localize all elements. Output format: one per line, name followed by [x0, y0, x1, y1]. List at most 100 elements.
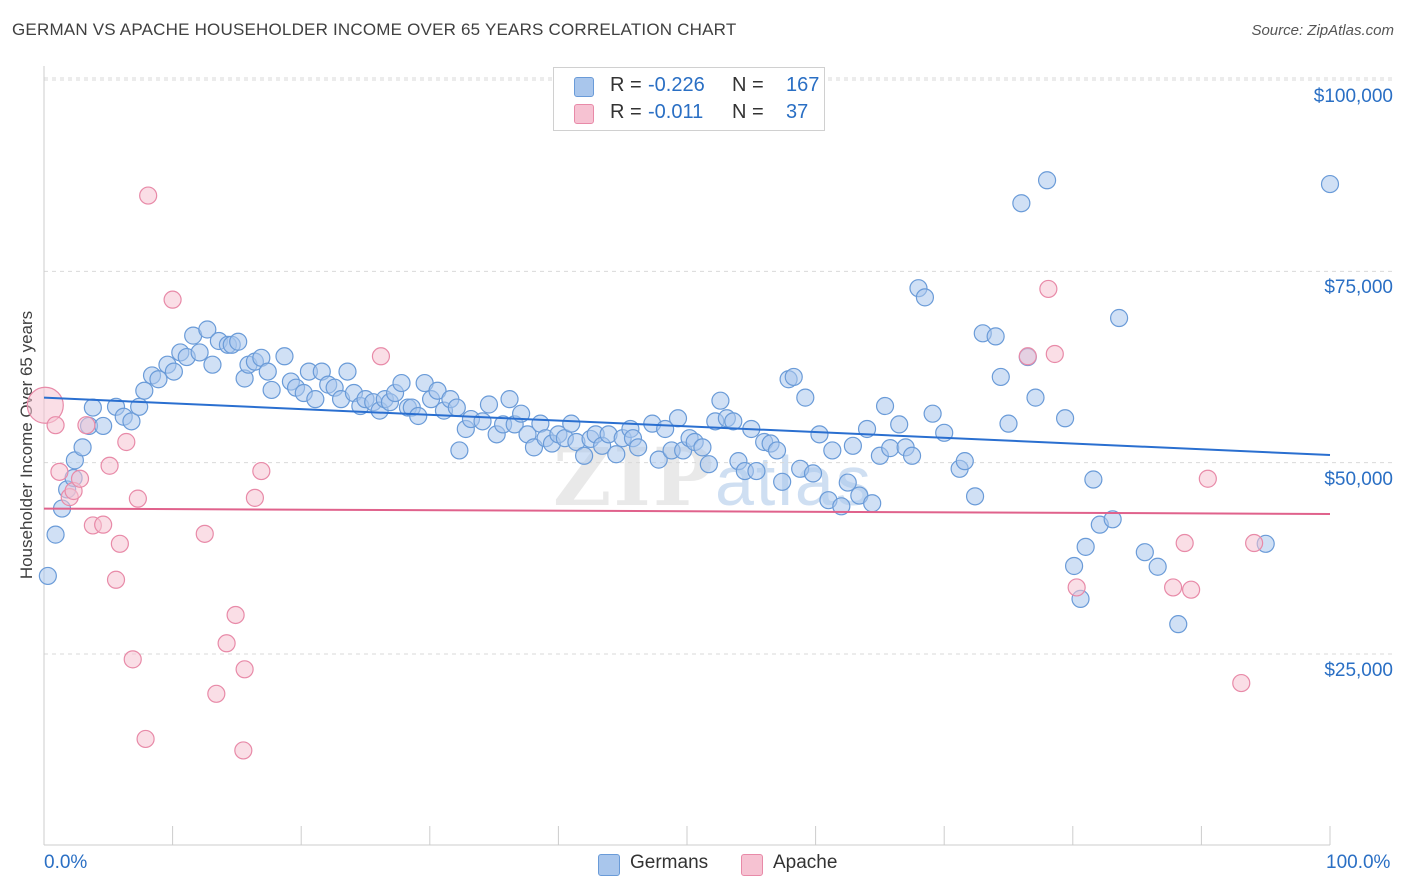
- apache-swatch: [741, 854, 763, 876]
- german-point: [902, 446, 922, 465]
- apache-point: [1045, 344, 1064, 364]
- german-point: [1109, 308, 1129, 328]
- apache-point: [70, 469, 90, 488]
- apache-point: [1232, 673, 1251, 693]
- german-point: [229, 332, 248, 351]
- german-point: [955, 452, 974, 471]
- german-point: [1055, 409, 1075, 428]
- german-point: [1103, 510, 1122, 529]
- apache-point: [136, 729, 155, 749]
- german-point: [1135, 543, 1154, 562]
- apache-point: [123, 650, 142, 669]
- german-point: [711, 391, 730, 410]
- german-point: [122, 412, 141, 431]
- apache-point: [117, 432, 136, 452]
- apache-point: [26, 386, 64, 424]
- german-point: [991, 367, 1010, 387]
- german-point: [198, 320, 217, 339]
- germans-trend-line: [43, 396, 1331, 457]
- german-point: [164, 362, 183, 381]
- german-point: [629, 438, 648, 457]
- german-point: [796, 388, 815, 407]
- german-point: [832, 497, 851, 516]
- german-point: [699, 455, 718, 474]
- german-point: [562, 414, 581, 433]
- apache-point: [77, 416, 96, 435]
- german-point: [668, 409, 688, 428]
- german-point: [838, 473, 857, 492]
- r-value: -0.011: [648, 101, 704, 123]
- german-point: [1320, 174, 1340, 194]
- german-point: [428, 381, 447, 400]
- apache-point: [100, 456, 119, 475]
- apache-point: [94, 515, 113, 534]
- german-point: [190, 343, 209, 362]
- german-point: [1169, 615, 1188, 634]
- german-point: [1026, 388, 1045, 407]
- apache-point: [106, 570, 126, 589]
- german-point: [773, 472, 792, 491]
- german-point: [338, 362, 357, 381]
- n-label: N =: [732, 74, 764, 96]
- y-tick-label: $50,000: [1324, 468, 1393, 490]
- german-point: [724, 412, 743, 431]
- german-point: [473, 412, 492, 431]
- german-point: [693, 438, 712, 457]
- german-point: [965, 487, 985, 506]
- german-point: [500, 390, 519, 409]
- apache-point: [217, 634, 236, 653]
- german-point: [392, 373, 411, 393]
- apache-swatch: [574, 104, 594, 124]
- german-point: [999, 414, 1018, 433]
- german-point: [890, 415, 909, 434]
- apache-point: [252, 461, 271, 481]
- german-point: [38, 566, 57, 586]
- german-point: [479, 395, 499, 414]
- germans-swatch: [598, 854, 620, 876]
- apache-point: [139, 186, 158, 205]
- german-point: [258, 362, 277, 381]
- correlation-legend: R = -0.226 N = 167 R = -0.011 N = 37: [553, 67, 825, 131]
- german-point: [784, 367, 803, 387]
- german-point: [409, 406, 428, 426]
- y-tick-label: $25,000: [1324, 660, 1393, 681]
- legend-label-germans: Germans: [630, 852, 709, 873]
- german-point: [46, 525, 65, 544]
- apache-point: [235, 660, 254, 679]
- x-tick-label-min: 0.0%: [44, 852, 88, 873]
- n-value: 37: [786, 101, 809, 123]
- german-point: [1064, 556, 1084, 576]
- german-point: [649, 450, 668, 469]
- apache-point: [1067, 578, 1086, 597]
- german-point: [823, 441, 842, 460]
- apache-point: [1198, 469, 1217, 488]
- apache-point: [1018, 347, 1037, 366]
- apache-point: [46, 416, 65, 435]
- source-label: Source: ZipAtlas.com: [1251, 22, 1394, 39]
- german-point: [94, 416, 113, 436]
- apache-point: [50, 462, 69, 481]
- german-point: [575, 446, 594, 465]
- apache-point: [234, 741, 253, 760]
- y-tick-label: $100,000: [1313, 86, 1393, 107]
- german-point: [83, 398, 102, 417]
- german-point: [1148, 557, 1167, 576]
- german-point: [149, 370, 168, 389]
- german-point: [767, 441, 787, 460]
- legend-label-apache: Apache: [773, 852, 838, 873]
- apache-point: [226, 605, 245, 625]
- german-point: [607, 445, 626, 464]
- german-point: [843, 436, 862, 455]
- german-point: [203, 355, 222, 374]
- apache-point: [1182, 580, 1201, 599]
- y-tick-label: $75,000: [1324, 277, 1393, 299]
- apache-point: [163, 290, 182, 309]
- apache-point: [1039, 279, 1058, 299]
- r-label: R =: [610, 101, 642, 123]
- german-point: [915, 288, 935, 307]
- german-point: [803, 464, 823, 483]
- german-point: [1084, 470, 1103, 489]
- apache-point: [245, 488, 265, 507]
- r-label: R =: [610, 74, 642, 96]
